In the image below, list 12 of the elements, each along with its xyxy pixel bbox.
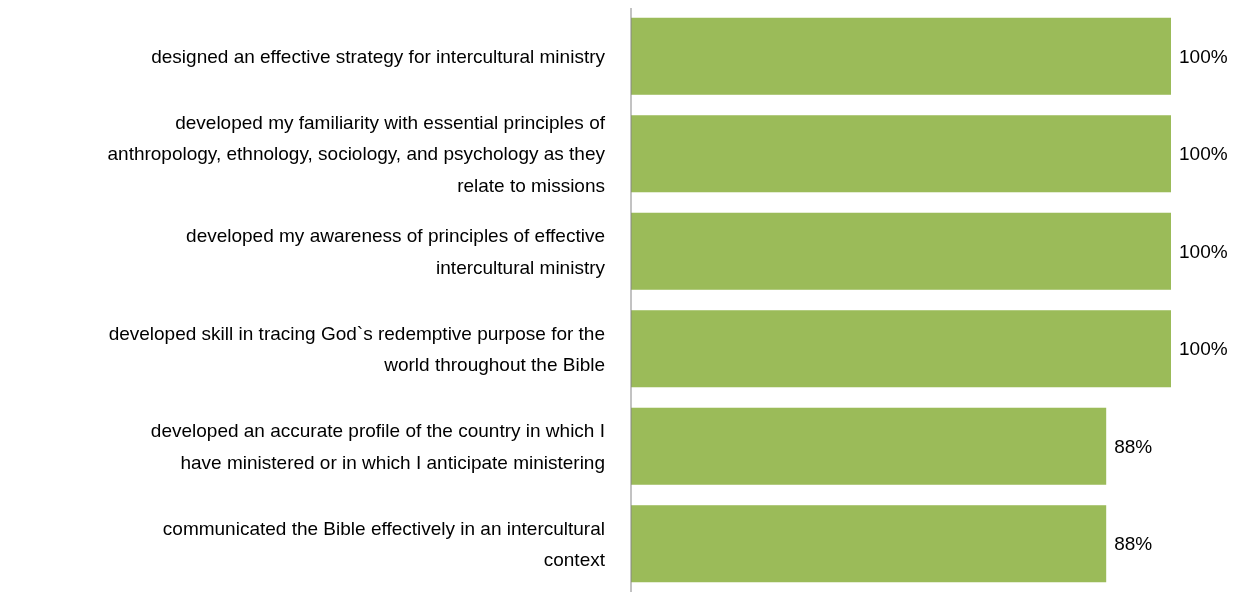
y-tick-label: developed my awareness of principles of effective intercultural ministry — [186, 225, 606, 278]
data-label: 88% — [1114, 435, 1153, 457]
y-tick-label: developed skill in tracing God`s redemptive purpose for the world throughout the Bible — [108, 322, 605, 376]
data-label: 100% — [1179, 240, 1228, 262]
y-tick-label: developed my familiarity with essential principles of anthropology, ethnology, sociology, and psychology as they relate to missions — [107, 112, 606, 196]
data-label: 100% — [1179, 45, 1228, 67]
y-tick-label: developed an accurate profile of the country in which I have ministered or in which I anticipate ministering — [150, 420, 605, 473]
y-tick-label: designed an effective strategy for intercultural ministry — [151, 45, 606, 67]
data-label: 100% — [1179, 338, 1228, 360]
data-label: 88% — [1114, 533, 1153, 555]
data-label: 100% — [1179, 143, 1228, 165]
y-tick-label: communicated the Bible effectively in an intercultural context — [162, 517, 606, 571]
